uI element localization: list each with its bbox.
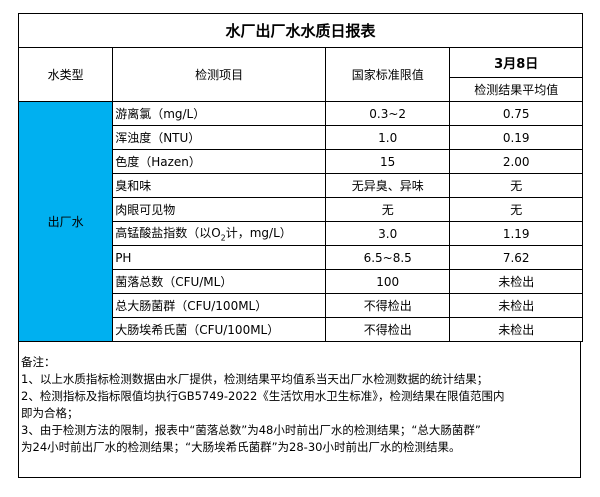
item-cell: 色度（Hazen） xyxy=(112,149,326,174)
standard-cell: 0.3~2 xyxy=(324,101,451,126)
notes-line: 2、检测指标及指标限值均执行GB5749-2022《生活饮用水卫生标准》，检测结… xyxy=(21,389,505,403)
table-row: 菌落总数（CFU/ML） 100 未检出 xyxy=(19,269,583,294)
result-cell: 1.19 xyxy=(449,221,583,246)
item-label: 臭和味 xyxy=(115,179,152,193)
item-label: 总大肠菌群（CFU/100ML） xyxy=(115,299,268,313)
standard-cell: 100 xyxy=(324,269,451,294)
item-label: 色度（Hazen） xyxy=(115,155,201,169)
header-date: 3月8日 xyxy=(449,47,583,78)
item-label: 大肠埃希氏菌（CFU/100ML） xyxy=(115,323,280,337)
result-cell: 7.62 xyxy=(449,245,583,270)
item-cell: 菌落总数（CFU/ML） xyxy=(112,269,326,294)
table-row: PH 6.5~8.5 7.62 xyxy=(19,245,583,270)
header-standard: 国家标准限值 xyxy=(324,47,451,102)
table-row: 大肠埃希氏菌（CFU/100ML） 不得检出 未检出 xyxy=(19,317,583,342)
notes-line: 为24小时前出厂水的检测结果；“大肠埃希氏菌群”为28-30小时前出厂水的检测结… xyxy=(21,440,461,454)
notes-section: 备注： 1、以上水质指标检测数据由水厂提供，检测结果平均值系当天出厂水检测数据的… xyxy=(18,342,581,478)
table-row: 高锰酸盐指数（以O2计，mg/L） 3.0 1.19 xyxy=(19,221,583,246)
result-cell: 无 xyxy=(449,173,583,198)
header-item: 检测项目 xyxy=(112,47,326,102)
result-cell: 0.75 xyxy=(449,101,583,126)
item-cell: 肉眼可见物 xyxy=(112,197,326,222)
item-cell: 高锰酸盐指数（以O2计，mg/L） xyxy=(112,221,326,246)
item-suffix: 计，mg/L） xyxy=(225,226,292,241)
water-type-cell: 出厂水 xyxy=(17,101,114,342)
standard-cell: 无异臭、异味 xyxy=(324,173,451,198)
item-label: 浑浊度（NTU） xyxy=(115,131,201,145)
notes-line: 1、以上水质指标检测数据由水厂提供，检测结果平均值系当天出厂水检测数据的统计结果… xyxy=(21,372,489,386)
notes-line: 即为合格； xyxy=(21,406,79,420)
standard-cell: 不得检出 xyxy=(324,293,451,318)
item-cell: 游离氯（mg/L） xyxy=(112,101,326,126)
water-quality-report: 水厂出厂水水质日报表 水类型 检测项目 国家标准限值 3月8日 检测结果平均值 … xyxy=(17,13,583,478)
item-label: PH xyxy=(115,250,132,265)
report-table: 水厂出厂水水质日报表 水类型 检测项目 国家标准限值 3月8日 检测结果平均值 … xyxy=(17,13,583,342)
standard-cell: 15 xyxy=(324,149,451,174)
item-cell: PH xyxy=(112,245,326,270)
item-label: 高锰酸盐指数（以O xyxy=(115,226,221,241)
result-cell: 0.19 xyxy=(449,125,583,150)
standard-cell: 不得检出 xyxy=(324,317,451,342)
item-cell: 大肠埃希氏菌（CFU/100ML） xyxy=(112,317,326,342)
result-cell: 未检出 xyxy=(449,317,583,342)
item-cell: 总大肠菌群（CFU/100ML） xyxy=(112,293,326,318)
table-row: 色度（Hazen） 15 2.00 xyxy=(19,149,583,174)
header-result: 检测结果平均值 xyxy=(449,77,583,102)
item-cell: 臭和味 xyxy=(112,173,326,198)
table-row: 臭和味 无异臭、异味无 xyxy=(19,173,583,198)
standard-cell: 6.5~8.5 xyxy=(324,245,451,270)
item-subscript: 2 xyxy=(220,233,226,243)
item-label: 菌落总数（CFU/ML） xyxy=(115,275,233,289)
item-label: 游离氯（mg/L） xyxy=(115,107,206,121)
notes-line: 3、由于检测方法的限制，报表中“菌落总数”为48小时前出厂水的检测结果；“总大肠… xyxy=(21,423,481,437)
table-row: 浑浊度（NTU） 1.0 0.19 xyxy=(19,125,583,150)
header-water-type: 水类型 xyxy=(17,47,114,102)
notes-heading: 备注： xyxy=(21,355,56,369)
result-cell: 2.00 xyxy=(449,149,583,174)
report-title: 水厂出厂水水质日报表 xyxy=(18,13,583,48)
result-cell: 未检出 xyxy=(449,269,583,294)
result-cell: 无 xyxy=(449,197,583,222)
item-label: 肉眼可见物 xyxy=(115,203,176,217)
standard-cell: 3.0 xyxy=(324,221,451,246)
item-cell: 浑浊度（NTU） xyxy=(112,125,326,150)
result-cell: 未检出 xyxy=(449,293,583,318)
table-row: 肉眼可见物 无无 xyxy=(19,197,583,222)
table-row: 出厂水 游离氯（mg/L） 0.3~2 0.75 xyxy=(17,101,583,342)
standard-cell: 无 xyxy=(324,197,451,222)
standard-cell: 1.0 xyxy=(324,125,451,150)
